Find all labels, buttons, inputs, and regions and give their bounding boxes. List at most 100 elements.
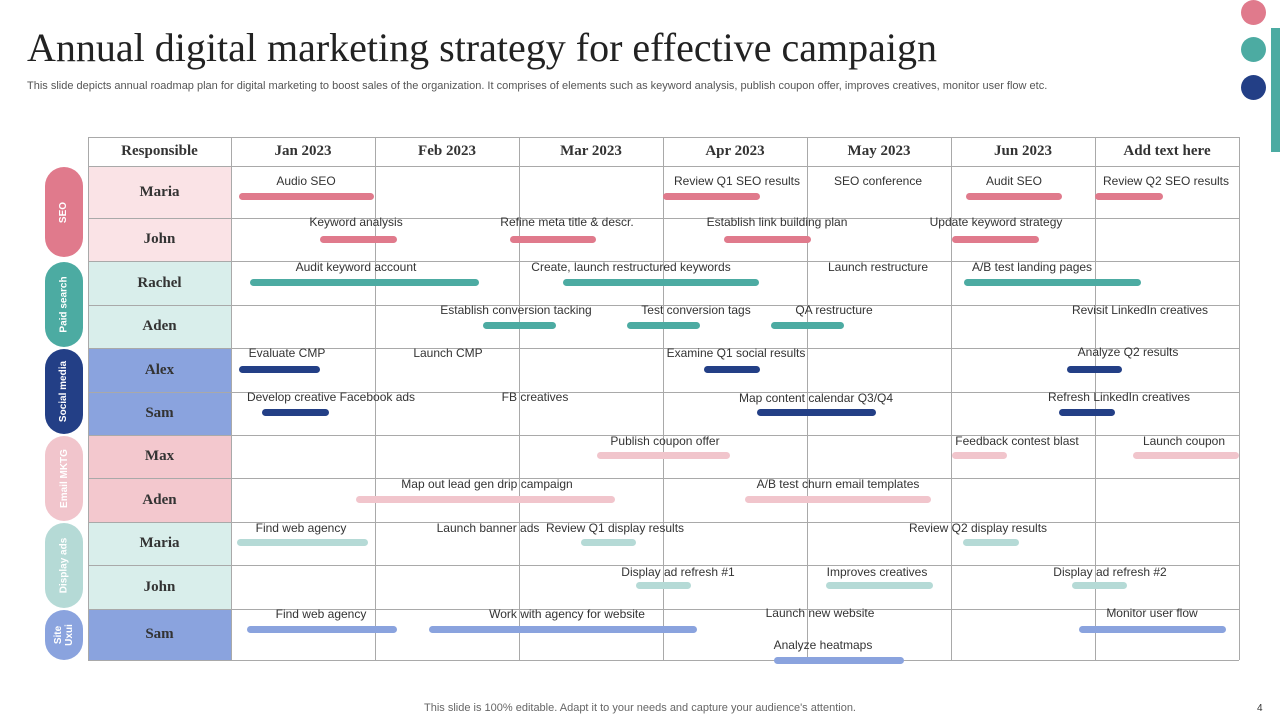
task-label: A/B test churn email templates — [756, 477, 920, 491]
responsible-cell: Rachel — [88, 261, 231, 305]
category-label: Email MKTG — [58, 449, 70, 508]
task-bar — [581, 539, 636, 546]
pink-decor-circle — [1241, 0, 1266, 25]
task-label: Find web agency — [255, 521, 347, 535]
task-label: Examine Q1 social results — [666, 346, 806, 360]
task-bar — [1133, 452, 1239, 459]
page-subtitle: This slide depicts annual roadmap plan f… — [27, 80, 1048, 92]
page-number: 4 — [1257, 703, 1263, 714]
task-bar — [1095, 193, 1163, 200]
task-label: Develop creative Facebook ads — [246, 390, 416, 404]
category-pill: SEO — [45, 167, 83, 257]
page-title: Annual digital marketing strategy for ef… — [27, 25, 938, 70]
task-label: Refresh LinkedIn creatives — [1047, 390, 1191, 404]
task-label: Publish coupon offer — [610, 434, 720, 448]
teal-decor-bar — [1271, 28, 1280, 152]
category-label: Social media — [58, 360, 70, 423]
task-label: Review Q2 SEO results — [1102, 174, 1230, 188]
task-bar — [952, 236, 1039, 243]
task-label: Review Q1 SEO results — [673, 174, 801, 188]
task-bar — [966, 193, 1062, 200]
responsible-cell: Aden — [88, 478, 231, 522]
task-bar — [724, 236, 811, 243]
grid-column-line — [231, 137, 232, 660]
category-label: Display ads — [58, 537, 70, 594]
task-label: Audit SEO — [985, 174, 1043, 188]
grid-row-line — [88, 660, 1239, 661]
grid-column-line — [1239, 137, 1240, 660]
task-label: SEO conference — [833, 174, 923, 188]
month-header: Jan 2023 — [274, 143, 332, 159]
task-label: Display ad refresh #2 — [1053, 565, 1167, 579]
task-label: Display ad refresh #1 — [621, 565, 735, 579]
task-label: Launch coupon — [1142, 434, 1226, 448]
task-bar — [627, 322, 700, 329]
responsible-cell: Sam — [88, 609, 231, 660]
task-label: Update keyword strategy — [929, 215, 1063, 229]
task-label: Launch new website — [765, 606, 875, 620]
task-label: Review Q1 display results — [545, 521, 685, 535]
responsible-cell: John — [88, 565, 231, 609]
task-bar — [1059, 409, 1115, 416]
task-label: Establish link building plan — [706, 215, 848, 229]
grid-column-line — [519, 137, 520, 660]
task-bar — [483, 322, 556, 329]
grid-column-line — [663, 137, 664, 660]
task-bar — [237, 539, 368, 546]
task-label: Evaluate CMP — [248, 346, 326, 360]
task-label: Audio SEO — [276, 174, 336, 188]
responsible-cell: Max — [88, 435, 231, 478]
task-bar — [964, 279, 1141, 286]
task-bar — [239, 193, 374, 200]
task-bar — [663, 193, 760, 200]
responsible-cell: Sam — [88, 392, 231, 435]
task-bar — [774, 657, 904, 664]
task-bar — [239, 366, 320, 373]
task-bar — [636, 582, 691, 589]
task-bar — [745, 496, 931, 503]
grid-column-line — [951, 137, 952, 660]
task-bar — [250, 279, 479, 286]
task-label: QA restructure — [795, 303, 873, 317]
category-label: SEO — [58, 201, 70, 223]
task-bar — [1072, 582, 1127, 589]
footer-note: This slide is 100% editable. Adapt it to… — [424, 702, 856, 714]
task-label: Audit keyword account — [295, 260, 417, 274]
task-label: FB creatives — [501, 390, 569, 404]
task-bar — [356, 496, 615, 503]
category-label: Site Uxui — [52, 624, 75, 646]
grid-column-line — [1095, 137, 1096, 660]
task-bar — [1079, 626, 1226, 633]
month-header: May 2023 — [847, 143, 911, 159]
month-header: Add text here — [1123, 143, 1211, 159]
task-bar — [320, 236, 397, 243]
month-header: Jun 2023 — [994, 143, 1052, 159]
task-label: Launch CMP — [413, 346, 483, 360]
category-pill: Paid search — [45, 262, 83, 347]
task-label: Find web agency — [275, 607, 367, 621]
navy-decor-circle — [1241, 75, 1266, 100]
task-label: Revisit LinkedIn creatives — [1071, 303, 1209, 317]
month-header: Apr 2023 — [705, 143, 765, 159]
task-bar — [510, 236, 596, 243]
task-label: Feedback contest blast — [955, 434, 1079, 448]
responsible-cell: Maria — [88, 166, 231, 218]
category-label: Paid search — [58, 276, 70, 333]
responsible-cell: Maria — [88, 522, 231, 565]
task-bar — [1067, 366, 1122, 373]
task-bar — [963, 539, 1019, 546]
task-label: Analyze heatmaps — [773, 638, 873, 652]
category-pill: Email MKTG — [45, 436, 83, 521]
category-pill: Site Uxui — [45, 610, 83, 660]
task-label: Establish conversion tacking — [440, 303, 592, 317]
task-bar — [757, 409, 876, 416]
task-bar — [826, 582, 933, 589]
task-bar — [952, 452, 1007, 459]
task-bar — [262, 409, 329, 416]
task-label: Keyword analysis — [309, 215, 403, 229]
task-label: A/B test landing pages — [971, 260, 1093, 274]
task-bar — [563, 279, 759, 286]
task-label: Launch restructure — [827, 260, 929, 274]
teal-decor-circle — [1241, 37, 1266, 62]
task-bar — [429, 626, 697, 633]
